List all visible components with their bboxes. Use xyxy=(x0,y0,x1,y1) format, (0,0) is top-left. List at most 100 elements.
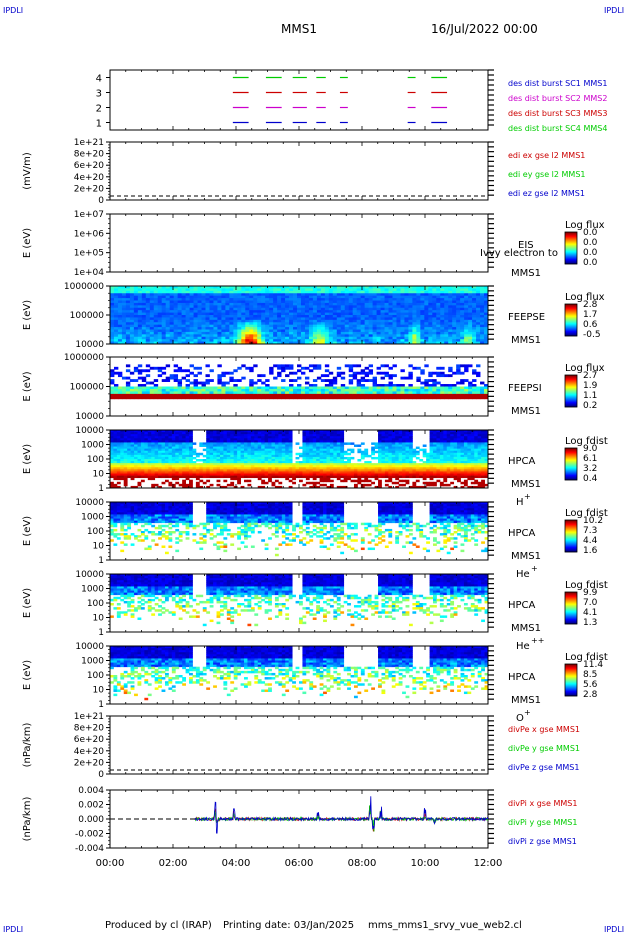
heatmap-cell xyxy=(197,339,202,342)
heatmap-cell xyxy=(305,467,310,470)
heatmap-cell xyxy=(293,393,298,397)
heatmap-cell xyxy=(201,293,206,297)
heatmap-cell xyxy=(165,298,171,301)
heatmap-cell xyxy=(209,369,214,373)
heatmap-cell xyxy=(249,293,254,297)
heatmap-cell xyxy=(110,327,115,330)
heatmap-cell xyxy=(173,322,179,326)
heatmap-cell xyxy=(185,452,190,456)
heatmap-cell xyxy=(412,334,417,338)
heatmap-cell xyxy=(149,286,155,289)
heatmap-cell xyxy=(320,293,326,297)
heatmap-cell xyxy=(226,438,231,441)
heatmap-cell xyxy=(219,450,224,454)
heatmap-cell xyxy=(324,293,330,297)
heatmap-cell xyxy=(305,477,310,481)
heatmap-cell xyxy=(484,312,489,316)
heatmap-cell xyxy=(271,454,276,458)
heatmap-cell xyxy=(230,475,235,479)
heatmap-cell xyxy=(412,336,417,340)
heatmap-cell xyxy=(344,324,350,328)
heatmap-cell xyxy=(237,315,242,318)
heatmap-cell xyxy=(161,286,167,289)
heatmap-cell xyxy=(189,341,194,345)
heatmap-cell xyxy=(285,327,290,330)
heatmap-cell xyxy=(312,436,317,439)
heatmap-cell xyxy=(324,312,330,316)
heatmap-cell xyxy=(452,290,457,294)
heatmap-cell xyxy=(384,331,389,335)
heatmap-cell xyxy=(271,444,276,447)
heatmap-cell xyxy=(120,446,125,450)
colorbar-tick-label: 1.9 xyxy=(583,381,598,391)
heatmap-cell xyxy=(151,461,156,464)
heatmap-cell xyxy=(189,450,193,454)
heatmap-cell xyxy=(205,300,210,304)
heatmap-cell xyxy=(110,336,115,340)
colorbar-cell xyxy=(565,252,577,254)
colorbar-title: Log flux xyxy=(565,220,605,231)
heatmap-cell xyxy=(404,396,409,400)
heatmap-cell xyxy=(297,369,302,373)
heatmap-cell xyxy=(121,288,127,292)
colorbar-cell xyxy=(565,306,577,308)
heatmap-cell xyxy=(364,331,370,335)
heatmap-cell xyxy=(424,364,429,368)
heatmap-cell xyxy=(293,331,298,335)
heatmap-cell xyxy=(336,371,342,375)
heatmap-cell xyxy=(116,475,121,479)
heatmap-cell xyxy=(332,310,338,313)
heatmap-cell xyxy=(368,388,374,392)
heatmap-cell xyxy=(368,386,374,390)
heatmap-cell xyxy=(206,432,211,435)
heatmap-cell xyxy=(444,341,449,345)
heatmap-cell xyxy=(185,300,190,304)
heatmap-cell xyxy=(201,388,206,392)
heatmap-cell xyxy=(171,434,176,437)
heatmap-cell xyxy=(206,442,211,445)
heatmap-cell xyxy=(253,288,258,292)
heatmap-cell xyxy=(440,319,445,323)
heatmap-cell xyxy=(233,329,238,333)
heatmap-cell xyxy=(178,450,183,454)
colorbar-cell xyxy=(565,381,577,383)
heatmap-cell xyxy=(309,452,314,456)
heatmap-cell xyxy=(245,329,250,333)
heatmap-cell xyxy=(121,334,127,338)
heatmap-cell xyxy=(364,310,370,313)
heatmap-cell xyxy=(151,475,156,479)
heatmap-cell xyxy=(476,286,481,289)
heatmap-cell xyxy=(154,430,159,433)
colorbar-cell xyxy=(565,260,577,262)
heatmap-cell xyxy=(456,366,461,370)
heatmap-cell xyxy=(249,336,254,340)
heatmap-cell xyxy=(452,286,457,289)
heatmap-cell xyxy=(484,388,489,392)
heatmap-cell xyxy=(221,384,226,387)
heatmap-cell xyxy=(209,463,214,466)
heatmap-cell xyxy=(274,471,279,474)
heatmap-cell xyxy=(274,430,279,433)
heatmap-cell xyxy=(164,463,169,466)
heatmap-cell xyxy=(206,444,211,447)
heatmap-cell xyxy=(173,391,179,395)
heatmap-cell xyxy=(169,307,175,311)
heatmap-cell xyxy=(197,307,202,311)
heatmap-cell xyxy=(240,442,245,445)
heatmap-cell xyxy=(436,329,441,333)
heatmap-cell xyxy=(404,286,409,289)
heatmap-cell xyxy=(253,329,258,333)
heatmap-cell xyxy=(360,319,366,323)
heatmap-cell xyxy=(133,339,139,342)
heatmap-cell xyxy=(217,376,222,380)
heatmap-cell xyxy=(189,381,194,385)
heatmap-cell xyxy=(440,366,445,370)
heatmap-cell xyxy=(271,442,276,445)
heatmap-cell xyxy=(312,327,318,330)
heatmap-cell xyxy=(137,469,142,472)
heatmap-cell xyxy=(265,305,270,309)
heatmap-cell xyxy=(237,379,242,382)
heatmap-cell xyxy=(237,322,242,326)
heatmap-cell xyxy=(400,336,405,340)
heatmap-cell xyxy=(316,315,322,318)
